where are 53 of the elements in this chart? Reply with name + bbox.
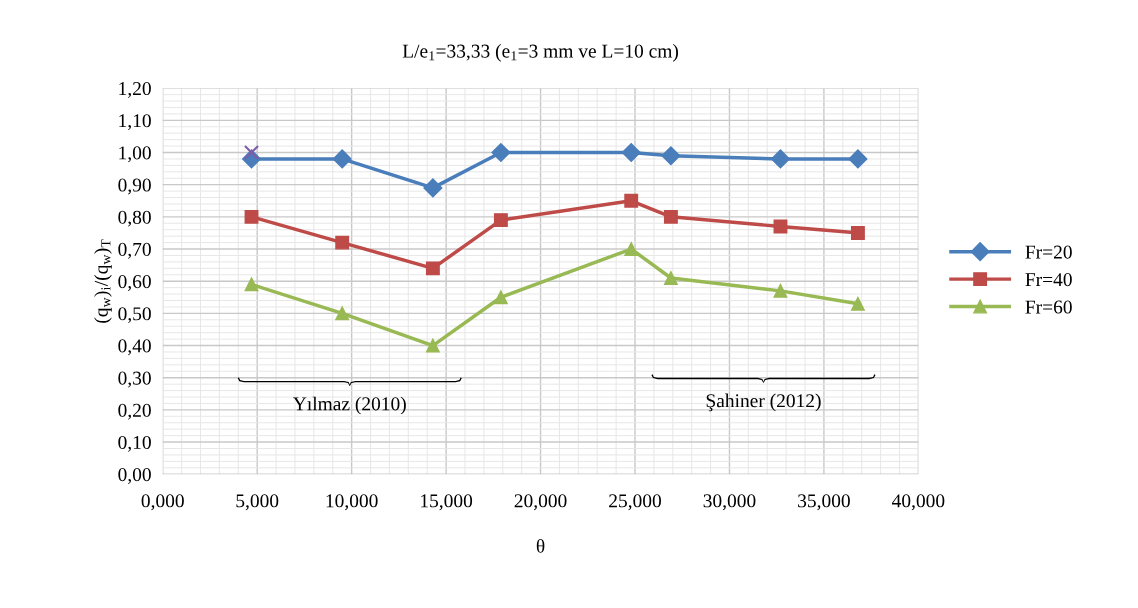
y-tick-label: 0,90: [118, 178, 151, 195]
point: [335, 306, 350, 321]
annotation: Şahiner (2012): [706, 393, 821, 412]
x-tick-label: 15,000: [421, 494, 473, 511]
chart-title: L/e$_{1}$=33,33 (e$_{1}$=3 mm ve L=10 cm): [402, 43, 679, 62]
point: [493, 290, 508, 305]
point: [770, 149, 790, 169]
point: [335, 235, 350, 250]
point: [773, 283, 788, 298]
point: [423, 178, 443, 198]
point: [332, 149, 352, 169]
y-tick-label: 0,50: [118, 307, 151, 324]
y-tick-label: 0,00: [118, 468, 151, 484]
y-tick-label: 1,10: [119, 114, 151, 131]
point: [850, 296, 865, 311]
x-tick-label: 35,000: [798, 494, 850, 511]
point: [244, 277, 259, 292]
x-tick-label: 20,000: [514, 494, 567, 511]
y-tick-label: 0,60: [118, 275, 151, 291]
point: [624, 193, 639, 208]
point: [244, 209, 259, 224]
x-tick-label: 5,000: [236, 494, 279, 511]
y-tick-label: 0,10: [118, 435, 151, 452]
y-tick-label: 0,30: [118, 371, 151, 388]
y-axis-title: (q$_{w}$)$_{i}$/(q$_{w}$)$_{T}$: [94, 239, 112, 323]
point: [493, 213, 508, 228]
point: [624, 242, 639, 256]
point: [663, 271, 678, 285]
x-tick-label: 40,000: [892, 494, 945, 511]
x-tick-label: 30,000: [703, 494, 756, 511]
point: [621, 142, 641, 163]
legend-label: Fr=40: [1025, 273, 1072, 287]
x-axis-title: θ: [536, 538, 545, 553]
point: [850, 225, 865, 240]
x-tick-label: 25,000: [609, 494, 661, 511]
point: [425, 338, 440, 353]
y-tick-label: 1,20: [119, 81, 151, 98]
y-tick-label: 1,00: [119, 146, 151, 163]
point: [661, 146, 681, 166]
y-tick-label: 0,40: [118, 339, 151, 356]
legend-label: Fr=20: [1025, 245, 1072, 259]
x-tick-label: 0,000: [141, 494, 184, 511]
x-tick-label: 10,000: [326, 494, 378, 511]
point: [663, 209, 678, 224]
legend-label: Fr=60: [1025, 300, 1072, 314]
y-tick-label: 0,20: [118, 403, 151, 420]
point: [243, 144, 260, 161]
y-tick-label: 0,70: [118, 242, 151, 259]
point: [425, 261, 440, 276]
point: [491, 142, 511, 163]
y-tick-label: 0,80: [118, 210, 151, 227]
point: [848, 149, 868, 169]
annotation: Yılmaz (2010): [293, 396, 406, 415]
